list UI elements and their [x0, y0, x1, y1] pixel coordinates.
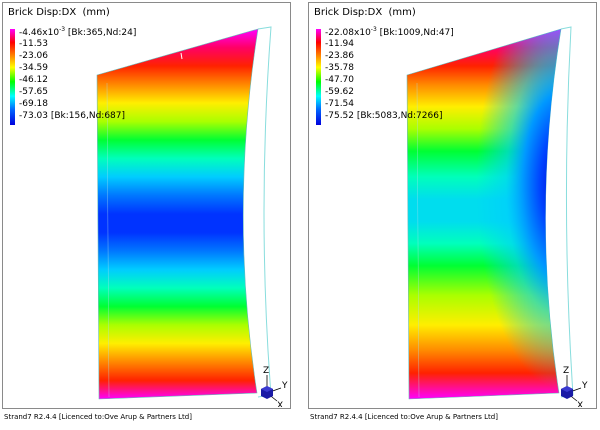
axis-y-label: Y	[581, 381, 588, 391]
legend-level: -59.62	[325, 87, 355, 97]
contour-legend: -4.46x10-3 [Bk:365,Nd:24] -11.53 -23.06 …	[10, 26, 210, 129]
legend-level: -23.86	[325, 51, 355, 61]
legend-level: -71.54	[325, 99, 355, 109]
axis-z-label: Z	[563, 366, 569, 376]
brick-face	[96, 28, 259, 400]
legend-color-bar	[10, 29, 15, 125]
legend-min: -73.03 [Bk:156,Nd:687]	[19, 111, 126, 121]
status-bar-text: Strand7 R2.4.4 [Licenced to:Ove Arup & P…	[4, 413, 192, 421]
viewport-left[interactable]: Brick Disp:DX (mm)	[2, 2, 291, 409]
result-title: Brick Disp:DX (mm)	[8, 7, 110, 18]
axis-x-label: X	[277, 401, 283, 407]
legend-color-bar	[316, 29, 321, 125]
legend-level: -57.65	[19, 87, 49, 97]
legend-level: -35.78	[325, 63, 355, 73]
legend-max: -4.46x10-3 [Bk:365,Nd:24]	[19, 26, 137, 38]
legend-min: -75.52 [Bk:5083,Nd:7266]	[325, 111, 443, 121]
legend-level: -11.53	[19, 39, 49, 49]
result-title: Brick Disp:DX (mm)	[314, 7, 416, 18]
legend-level: -69.18	[19, 99, 49, 109]
legend-level: -34.59	[19, 63, 49, 73]
legend-level: -46.12	[19, 75, 49, 85]
legend-level: -23.06	[19, 51, 49, 61]
axis-z-label: Z	[263, 366, 269, 376]
contour-model[interactable]	[3, 3, 291, 409]
axis-triad[interactable]: Z Y X	[253, 363, 291, 407]
axis-x-label: X	[577, 401, 583, 407]
contour-legend: -22.08x10-3 [Bk:1009,Nd:47] -11.94 -23.8…	[316, 26, 516, 129]
legend-level: -11.94	[325, 39, 355, 49]
viewport-right[interactable]: Brick Disp:DX (mm)	[308, 2, 597, 409]
legend-max: -22.08x10-3 [Bk:1009,Nd:47]	[325, 26, 454, 38]
axis-y-label: Y	[281, 381, 288, 391]
legend-level: -47.70	[325, 75, 355, 85]
contour-model[interactable]	[309, 3, 597, 409]
axis-triad[interactable]: Z Y X	[553, 363, 593, 407]
status-bar-text: Strand7 R2.4.4 [Licenced to:Ove Arup & P…	[310, 413, 498, 421]
